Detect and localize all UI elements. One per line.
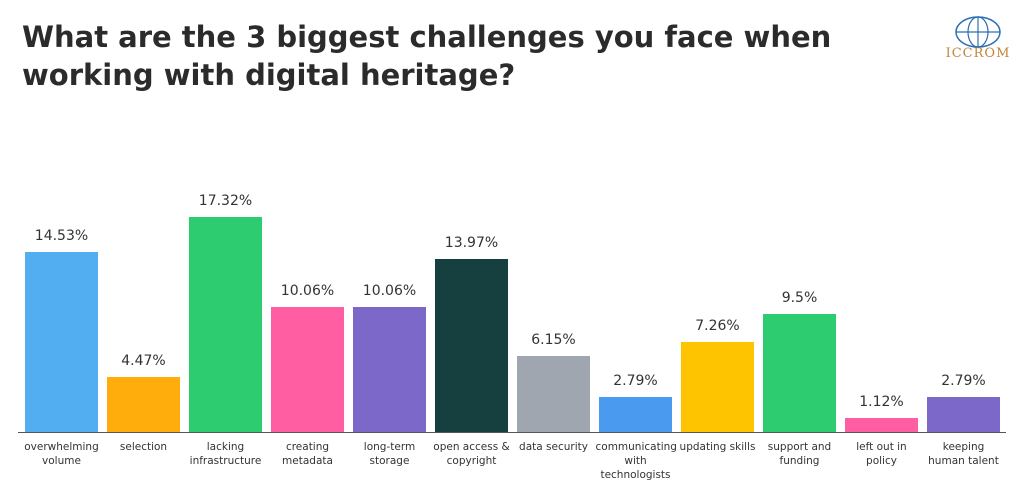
bar [681, 341, 754, 432]
value-label: 10.06% [362, 283, 417, 300]
value-label: 6.15% [531, 331, 576, 348]
chart-title: What are the 3 biggest challenges you fa… [22, 20, 832, 92]
x-tick-label: support and funding [767, 441, 832, 467]
value-label: 4.47% [121, 352, 166, 369]
x-tick-label: open access & copyright [433, 441, 510, 467]
x-tick-label: communicating with technologists [595, 441, 677, 481]
bar [763, 314, 836, 432]
x-tick-label: updating skills [679, 441, 756, 453]
x-tick-label: creating metadata [282, 441, 333, 467]
bar [271, 307, 344, 432]
logo-icon [955, 16, 1001, 48]
logo-text: ICCROM [945, 46, 1011, 61]
value-label: 1.12% [859, 394, 904, 411]
x-tick-label: left out in policy [856, 441, 907, 467]
bar [25, 251, 98, 432]
bar [599, 397, 672, 432]
bar [435, 258, 508, 432]
value-label: 7.26% [695, 317, 740, 334]
value-label: 17.32% [198, 193, 253, 209]
x-tick-label: long-term storage [363, 441, 416, 467]
value-label: 2.79% [613, 373, 658, 390]
x-tick-label: data security [519, 441, 588, 453]
value-label: 2.79% [941, 373, 986, 390]
x-tick-label: keeping human talent [928, 441, 999, 467]
x-tick-label: lacking infrastructure [189, 441, 262, 467]
value-label: 13.97% [444, 234, 499, 251]
bar [517, 355, 590, 432]
x-tick-label: overwhelming volume [24, 441, 99, 467]
baseline [18, 432, 1006, 433]
value-label: 9.5% [781, 290, 818, 307]
bar [927, 397, 1000, 432]
bar [845, 418, 918, 432]
value-label: 14.53% [34, 227, 89, 244]
value-label: 10.06% [280, 283, 335, 300]
x-tick-label: selection [119, 441, 168, 453]
bar [107, 376, 180, 432]
bar [189, 217, 262, 432]
bar [353, 307, 426, 432]
